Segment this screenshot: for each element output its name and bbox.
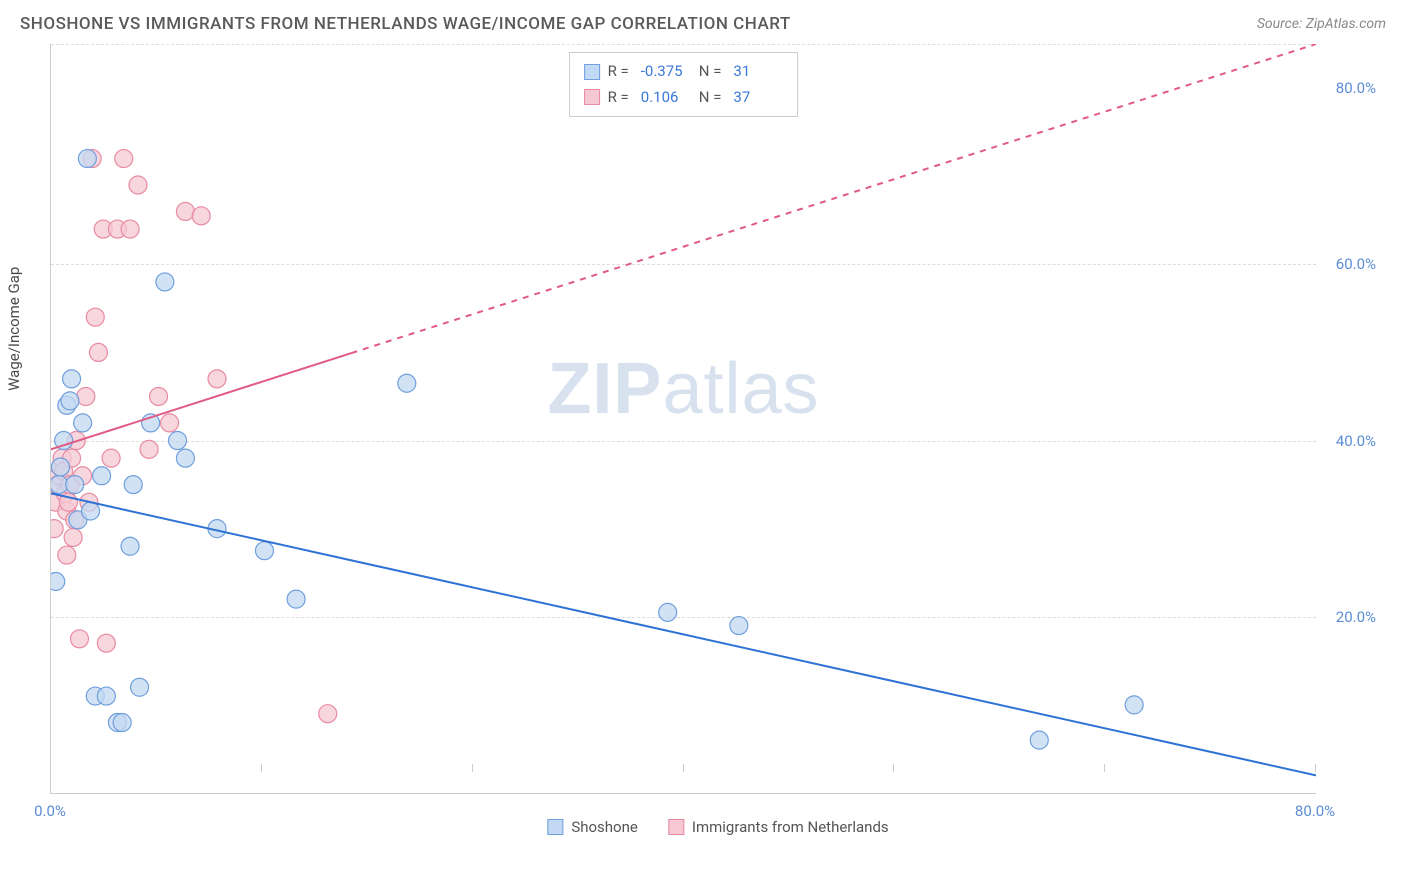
legend-label: Shoshone: [571, 818, 638, 836]
y-tick-label: 40.0%: [1336, 432, 1376, 450]
data-point: [58, 546, 76, 564]
r-label: R =: [608, 59, 629, 85]
r-value: 0.106: [641, 85, 691, 111]
data-point: [192, 207, 210, 225]
data-point: [1030, 731, 1048, 749]
data-point: [74, 414, 92, 432]
data-point: [659, 603, 677, 621]
data-point: [255, 542, 273, 560]
swatch-icon: [584, 89, 600, 105]
n-value: 37: [733, 85, 783, 111]
data-point: [51, 520, 63, 538]
y-tick-label: 20.0%: [1336, 608, 1376, 626]
data-point: [82, 502, 100, 520]
chart-source: Source: ZipAtlas.com: [1257, 16, 1386, 32]
data-point: [124, 476, 142, 494]
legend-stats: R = -0.375 N = 31 R = 0.106 N = 37: [569, 52, 799, 117]
swatch-icon: [668, 819, 684, 835]
x-tick-label: 80.0%: [1295, 802, 1335, 820]
swatch-icon: [584, 64, 600, 80]
data-point: [156, 273, 174, 291]
data-point: [398, 374, 416, 392]
data-point: [169, 432, 187, 450]
legend-series: Shoshone Immigrants from Netherlands: [547, 818, 888, 836]
header: SHOSHONE VS IMMIGRANTS FROM NETHERLANDS …: [0, 0, 1406, 44]
data-point: [287, 590, 305, 608]
data-point: [66, 476, 84, 494]
chart-title: SHOSHONE VS IMMIGRANTS FROM NETHERLANDS …: [20, 14, 791, 34]
data-point: [78, 150, 96, 168]
data-point: [64, 528, 82, 546]
data-point: [176, 449, 194, 467]
data-point: [129, 176, 147, 194]
data-point: [61, 392, 79, 410]
legend-stats-row: R = 0.106 N = 37: [584, 85, 784, 111]
data-point: [77, 387, 95, 405]
legend-stats-row: R = -0.375 N = 31: [584, 59, 784, 85]
r-value: -0.375: [641, 59, 691, 85]
data-point: [63, 370, 81, 388]
trend-line: [51, 493, 1316, 775]
data-point: [70, 630, 88, 648]
data-point: [113, 714, 131, 732]
data-point: [1125, 696, 1143, 714]
data-point: [131, 678, 149, 696]
legend-label: Immigrants from Netherlands: [692, 818, 889, 836]
data-point: [51, 458, 69, 476]
n-label: N =: [699, 85, 722, 111]
y-tick-label: 60.0%: [1336, 255, 1376, 273]
legend-item: Immigrants from Netherlands: [668, 818, 889, 836]
y-axis-label: Wage/Income Gap: [5, 267, 23, 391]
data-point: [51, 573, 65, 591]
trend-line-dashed: [351, 44, 1316, 353]
x-tick-label: 0.0%: [34, 802, 66, 820]
r-label: R =: [608, 85, 629, 111]
scatter-plot: [51, 44, 1316, 793]
data-point: [176, 202, 194, 220]
data-point: [97, 687, 115, 705]
n-label: N =: [699, 59, 722, 85]
data-point: [97, 634, 115, 652]
data-point: [121, 537, 139, 555]
legend-item: Shoshone: [547, 818, 638, 836]
n-value: 31: [733, 59, 783, 85]
data-point: [150, 387, 168, 405]
chart-container: Wage/Income Gap ZIPatlas R = -0.375 N = …: [50, 44, 1386, 844]
data-point: [140, 440, 158, 458]
swatch-icon: [547, 819, 563, 835]
data-point: [86, 308, 104, 326]
data-point: [115, 150, 133, 168]
data-point: [93, 467, 111, 485]
data-point: [121, 220, 139, 238]
plot-area: ZIPatlas R = -0.375 N = 31 R = 0.106 N =…: [50, 44, 1316, 794]
data-point: [102, 449, 120, 467]
data-point: [161, 414, 179, 432]
data-point: [89, 343, 107, 361]
data-point: [730, 617, 748, 635]
trend-line: [51, 353, 351, 449]
data-point: [208, 370, 226, 388]
data-point: [319, 705, 337, 723]
y-tick-label: 80.0%: [1336, 79, 1376, 97]
